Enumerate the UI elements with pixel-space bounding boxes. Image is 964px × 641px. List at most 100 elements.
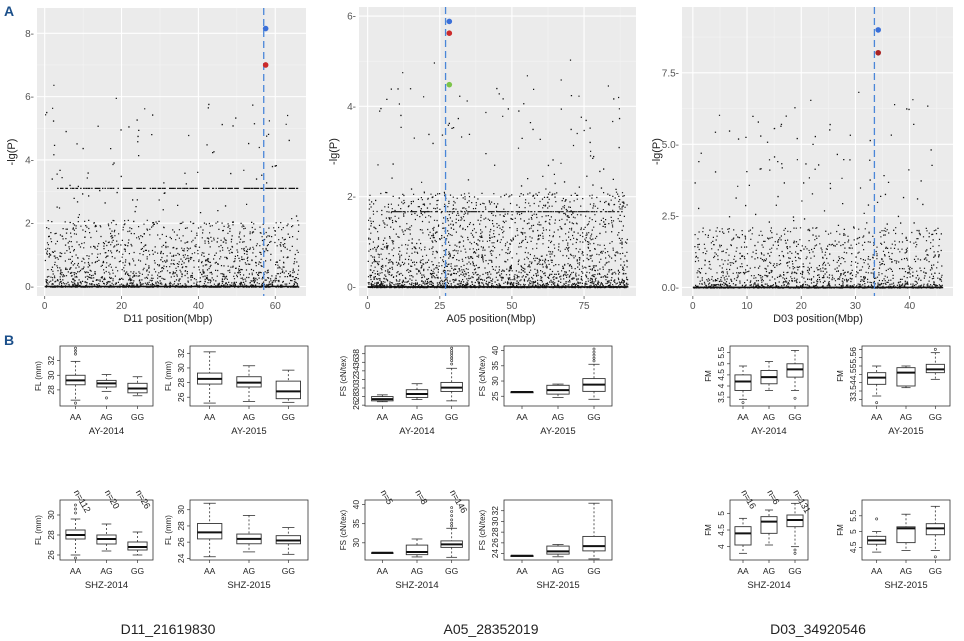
y-tick-label: 2- <box>25 219 34 230</box>
boxplot-d03-shz2014: 4 4.5 5 AA AG GG SHZ-2014 FM n=16 n=6 n=131 <box>704 488 813 591</box>
x-tick-label: GG <box>587 412 600 422</box>
box-iqr <box>734 526 752 546</box>
manhattan-plot-d11: 0- 2- 4- 6- 8- 0 20 40 60 D11 position(Mbp) -lg(P) <box>6 8 306 325</box>
panel-label-b: B <box>4 332 14 348</box>
x-tick-label: AA <box>377 566 389 576</box>
x-axis-label: D11 position(Mbp) <box>123 313 212 325</box>
outlier-point <box>450 510 454 513</box>
x-tick-label: AA <box>871 412 883 422</box>
box-iqr <box>896 526 916 544</box>
box-iqr <box>582 535 606 552</box>
snp-label-d03: D03_34920546 <box>770 621 866 637</box>
x-tick-label: 20 <box>116 301 128 312</box>
y-tick-label: 24 <box>490 549 500 559</box>
x-tick-label: AG <box>411 412 423 422</box>
y-tick-label: 26 <box>490 538 500 548</box>
y-axis-label: FL (mm) <box>164 515 173 545</box>
outlier-point <box>74 507 77 511</box>
group-count-label: n=5 <box>379 488 395 506</box>
x-axis-label: SHZ-2014 <box>747 580 790 591</box>
x-tick-label: AG <box>552 412 564 422</box>
boxplot-d11-shz2015: 24 26 28 30 AA AG GG SHZ-2015 FL (mm) <box>164 499 309 591</box>
y-axis-label: FS (cN/tex) <box>339 509 348 550</box>
boxplot-d11-ay2014: 28 30 32 AA AG GG AY-2014 FL (mm) <box>34 345 154 437</box>
outlier-point <box>592 347 596 351</box>
y-tick-label: 30 <box>46 370 56 380</box>
x-tick-label: 60 <box>270 301 282 312</box>
outlier-point <box>74 349 77 353</box>
y-tick-label: 3.5 <box>848 385 858 397</box>
x-tick-label: AG <box>100 566 112 576</box>
group-count-label: n=131 <box>791 488 812 515</box>
box-iqr <box>546 545 570 555</box>
group-count-label: n=20 <box>103 488 122 511</box>
y-tick-label: 34 <box>351 366 361 376</box>
outlier-point <box>450 514 454 518</box>
y-axis-label: FS (cN/tex) <box>478 509 487 550</box>
x-axis-label: AY-2014 <box>89 426 124 437</box>
x-tick-label: AG <box>552 566 564 576</box>
x-tick-label: AG <box>100 412 112 422</box>
x-axis-label: AY-2015 <box>888 426 923 437</box>
y-tick-label: 5 <box>848 363 858 368</box>
x-tick-label: AA <box>737 412 749 422</box>
y-tick-label: 4.5 <box>716 524 726 536</box>
x-tick-label: 25 <box>434 301 446 312</box>
x-tick-label: GG <box>131 566 144 576</box>
y-axis-label: FL (mm) <box>164 361 173 391</box>
y-tick-label: 30 <box>176 363 186 373</box>
x-tick-label: 0 <box>42 301 48 312</box>
y-tick-label: 4 <box>716 544 726 549</box>
y-axis-label: FM <box>836 524 845 536</box>
y-axis-label: -lg(P) <box>651 138 663 165</box>
outlier-point <box>74 511 77 515</box>
x-tick-label: AG <box>243 566 255 576</box>
group-count-label: n=8 <box>413 488 429 506</box>
x-tick-label: 40 <box>193 301 205 312</box>
outlier-point <box>793 548 797 552</box>
y-axis-label: FS (cN/tex) <box>339 355 348 396</box>
x-axis-label: SHZ-2015 <box>884 580 927 591</box>
x-axis-label: SHZ-2015 <box>227 580 270 591</box>
y-tick-label: 5 <box>716 511 726 516</box>
x-tick-label: GG <box>788 566 801 576</box>
box-iqr <box>197 523 223 540</box>
y-tick-label: 38 <box>351 349 361 359</box>
y-tick-label: 2.5- <box>662 211 679 222</box>
box-iqr <box>760 516 778 534</box>
manhattan-plot-a05: 0- 2- 4- 6- 0 25 50 75 A05 position(Mbp) -lg(P) <box>328 7 636 325</box>
outlier-point <box>74 503 77 507</box>
x-tick-label: AA <box>377 412 389 422</box>
outlier-point <box>875 401 879 405</box>
manhattan-plot-d03: 0.0- 2.5- 5.0- 7.5- 0 10 20 30 40 D03 position(Mb… <box>651 7 953 325</box>
x-axis-label: AY-2014 <box>399 426 434 437</box>
x-tick-label: AG <box>411 566 423 576</box>
panel-label-a: A <box>4 3 14 19</box>
x-tick-label: GG <box>282 412 295 422</box>
box-iqr <box>734 374 752 391</box>
y-tick-label: 32 <box>46 356 56 366</box>
highlight-snp-point <box>446 18 453 25</box>
outlier-point <box>592 353 596 357</box>
x-tick-label: 0 <box>365 301 371 312</box>
group-count-label: n=6 <box>765 488 781 506</box>
x-tick-label: GG <box>445 566 458 576</box>
x-axis-label: AY-2015 <box>231 426 266 437</box>
highlight-snp-point <box>446 81 453 88</box>
x-axis-label: D03 position(Mbp) <box>773 313 863 325</box>
x-tick-label: 50 <box>506 301 518 312</box>
x-tick-label: 75 <box>579 301 591 312</box>
y-tick-label: 4 <box>716 383 726 388</box>
group-count-label: n=26 <box>134 488 153 511</box>
outlier-point <box>933 347 937 351</box>
x-axis-label: A05 position(Mbp) <box>446 313 535 325</box>
x-tick-label: AA <box>204 412 216 422</box>
y-tick-label: 5.0- <box>662 140 679 151</box>
y-tick-label: 4.5 <box>716 369 726 381</box>
y-tick-label: 2- <box>347 192 356 203</box>
x-tick-label: GG <box>282 566 295 576</box>
outlier-point <box>74 556 77 560</box>
y-tick-label: 4.5 <box>848 368 858 380</box>
y-tick-label: 36 <box>351 357 361 367</box>
